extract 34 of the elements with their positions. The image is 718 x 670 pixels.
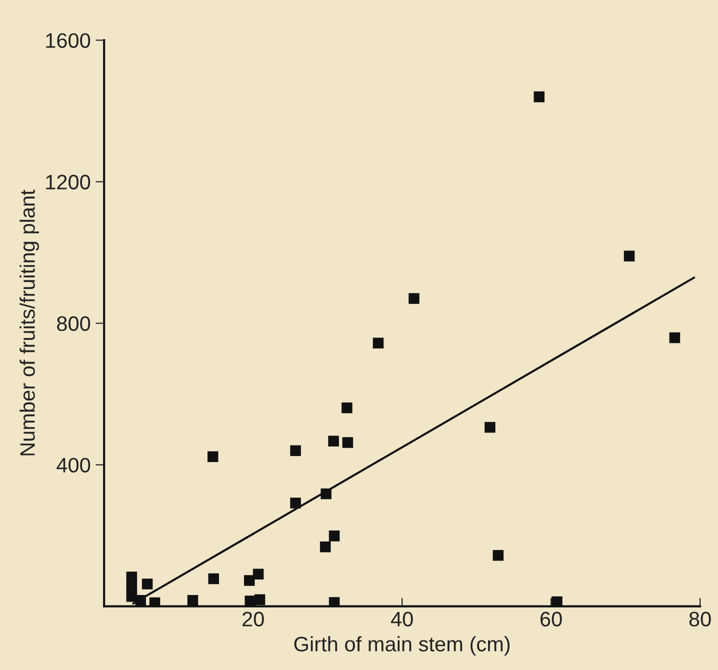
point bbox=[244, 575, 255, 586]
x-tick-label: 80 bbox=[689, 612, 711, 627]
point bbox=[328, 436, 339, 446]
point bbox=[624, 250, 635, 262]
point bbox=[244, 596, 256, 606]
point bbox=[320, 542, 331, 552]
point bbox=[126, 572, 138, 582]
point bbox=[484, 422, 496, 433]
point bbox=[208, 573, 219, 584]
point bbox=[372, 338, 384, 348]
point bbox=[552, 596, 562, 606]
point bbox=[669, 332, 680, 344]
y-tick-label: 400 bbox=[56, 458, 90, 473]
point bbox=[342, 402, 352, 414]
point bbox=[408, 293, 420, 304]
point bbox=[328, 530, 340, 542]
y-tick-label: 1600 bbox=[46, 33, 90, 48]
x-tick-label: 20 bbox=[242, 612, 264, 627]
x-tick-label: 60 bbox=[540, 612, 562, 627]
point bbox=[492, 550, 504, 561]
y-axis-title: Number of fruits/fruiting plant bbox=[20, 190, 40, 456]
point bbox=[534, 91, 545, 102]
point bbox=[187, 594, 198, 606]
point bbox=[290, 445, 301, 456]
point bbox=[254, 594, 266, 606]
point bbox=[142, 578, 153, 590]
point bbox=[342, 437, 354, 448]
y-tick-label: 800 bbox=[57, 316, 90, 332]
point bbox=[290, 498, 301, 508]
y-tick-label: 1200 bbox=[46, 174, 90, 190]
x-tick-label: 40 bbox=[390, 612, 413, 627]
point bbox=[252, 568, 264, 580]
point bbox=[207, 451, 218, 462]
x-axis-title: Girth of main stem (cm) bbox=[294, 636, 510, 656]
